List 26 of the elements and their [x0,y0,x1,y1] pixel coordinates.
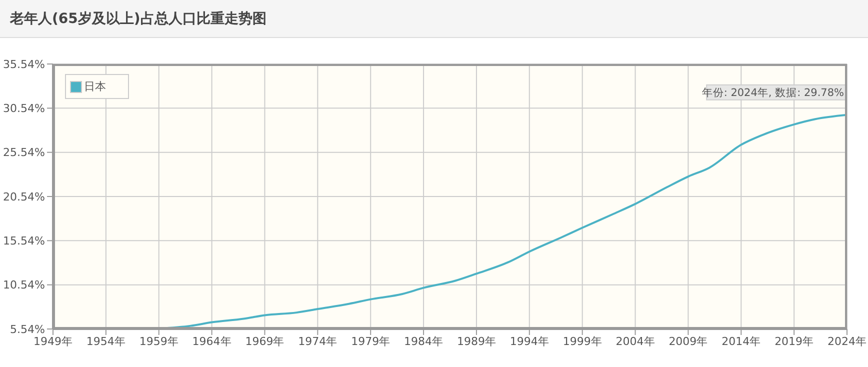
y-tick-label: 35.54% [3,58,45,71]
annotation: 年份: 2024年, 数据: 29.78% [702,86,844,99]
y-tick-label: 15.54% [3,234,45,248]
x-tick-label: 1984年 [404,334,444,348]
x-tick-label: 1989年 [456,334,496,348]
x-tick-label: 1949年 [34,334,72,348]
x-tick-label: 2004年 [616,334,655,348]
x-tick-label: 2009年 [668,334,708,348]
x-tick-label: 1999年 [562,334,602,348]
x-tick-label: 2024年 [828,334,866,348]
y-tick-label: 5.54% [10,322,45,336]
x-tick-label: 1959年 [139,334,178,348]
x-tick-label: 2014年 [722,334,761,348]
x-tick-label: 1974年 [298,334,338,348]
x-tick-label: 1964年 [192,334,232,348]
x-tick-label: 1994年 [510,334,549,348]
x-tick-label: 2019年 [774,334,814,348]
y-tick-label: 25.54% [3,146,45,160]
x-tick-label: 1979年 [351,334,390,348]
chart-title: 老年人(65岁及以上)占总人口比重走势图 [0,0,868,38]
x-tick-label: 1954年 [86,334,126,348]
legend-label: 日本 [84,79,106,94]
y-tick-label: 20.54% [3,190,45,204]
y-tick-label: 30.54% [3,102,45,116]
x-tick-label: 1969年 [245,334,284,348]
y-tick-label: 10.54% [3,278,45,292]
